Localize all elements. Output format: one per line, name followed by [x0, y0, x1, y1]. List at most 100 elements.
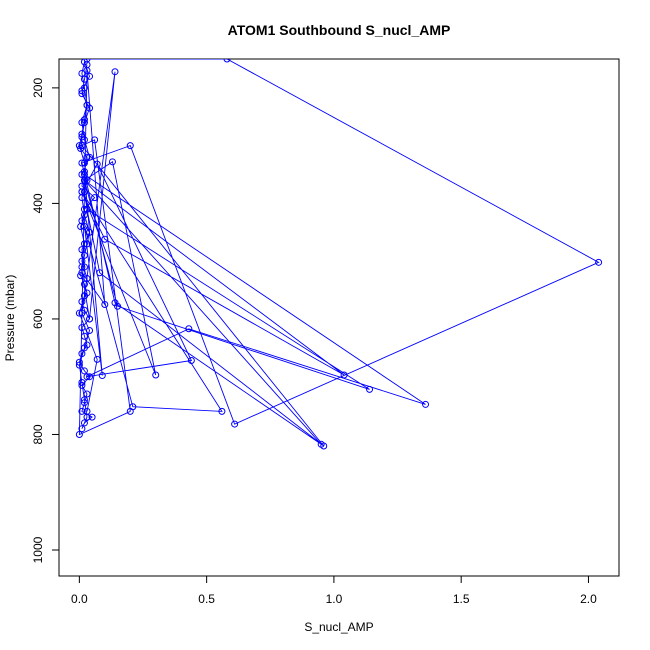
- data-point: [218, 407, 226, 415]
- data-point: [86, 72, 94, 80]
- data-point: [86, 153, 94, 161]
- data-point: [80, 223, 88, 231]
- data-point: [78, 246, 86, 254]
- data-point: [78, 159, 86, 167]
- data-point: [88, 413, 96, 421]
- data-point: [77, 223, 85, 231]
- data-point: [80, 119, 88, 127]
- data-point: [78, 90, 86, 98]
- data-point: [78, 425, 86, 433]
- data-point: [366, 385, 374, 393]
- data-point: [80, 159, 88, 167]
- data-point: [187, 357, 195, 365]
- data-point: [80, 332, 88, 340]
- data-point: [108, 158, 116, 166]
- x-axis: 0.0 0.5 1.0 1.5 2.0: [71, 575, 597, 606]
- data-point: [86, 373, 94, 381]
- data-point: [86, 315, 94, 323]
- data-point: [80, 176, 88, 184]
- y-tick-label: 400: [31, 193, 45, 213]
- y-tick-label: 200: [31, 78, 45, 98]
- data-point: [80, 280, 88, 288]
- data-point: [83, 67, 91, 75]
- data-point: [75, 430, 83, 438]
- data-point: [78, 350, 86, 358]
- data-point: [75, 309, 83, 317]
- y-tick-label: 800: [31, 424, 45, 444]
- y-tick-label: 1000: [31, 536, 45, 563]
- data-point: [101, 235, 109, 243]
- data-point: [83, 205, 91, 213]
- data-point: [98, 372, 106, 380]
- data-point: [75, 361, 83, 369]
- data-point: [86, 228, 94, 236]
- data-point: [78, 324, 86, 332]
- data-point: [320, 442, 328, 450]
- data-point: [78, 269, 86, 277]
- data-point: [93, 160, 101, 168]
- data-point: [83, 240, 91, 248]
- data-point: [80, 136, 88, 144]
- x-tick-label: 0.5: [198, 592, 215, 606]
- data-point: [83, 176, 91, 184]
- data-point: [91, 194, 99, 202]
- chart-title: ATOM1 Southbound S_nucl_AMP: [228, 22, 451, 38]
- data-point: [83, 153, 91, 161]
- x-tick-label: 0.0: [71, 592, 88, 606]
- data-point: [80, 75, 88, 83]
- data-point: [223, 59, 231, 63]
- data-point: [78, 142, 86, 150]
- data-point: [80, 367, 88, 375]
- data-point: [78, 407, 86, 415]
- data-point: [78, 378, 86, 386]
- data-point: [80, 292, 88, 300]
- data-point: [80, 344, 88, 352]
- data-point: [78, 188, 86, 196]
- series-line: [78, 59, 600, 447]
- data-point: [80, 116, 88, 124]
- data-point: [80, 399, 88, 407]
- data-point: [78, 171, 86, 179]
- data-point: [83, 390, 91, 398]
- data-point: [595, 258, 603, 266]
- data-point: [78, 309, 86, 317]
- data-point: [126, 407, 134, 415]
- data-point: [185, 325, 193, 333]
- data-point: [78, 298, 86, 306]
- data-point: [80, 188, 88, 196]
- data-point: [80, 211, 88, 219]
- data-point: [78, 257, 86, 265]
- x-tick-label: 1.0: [326, 592, 343, 606]
- data-point: [78, 381, 86, 389]
- data-point: [126, 142, 134, 150]
- x-axis-label: S_nucl_AMP: [304, 620, 373, 634]
- data-point: [75, 358, 83, 366]
- data-point: [101, 301, 109, 309]
- data-point: [80, 251, 88, 259]
- data-point: [91, 136, 99, 144]
- x-tick-label: 2.0: [580, 592, 597, 606]
- y-axis-label: Pressure (mbar): [3, 275, 17, 362]
- data-point: [111, 68, 119, 76]
- data-point: [83, 59, 91, 63]
- data-point: [340, 371, 348, 379]
- data-point: [83, 101, 91, 109]
- data-point: [80, 263, 88, 271]
- data-point: [231, 420, 239, 428]
- series-points: [75, 59, 603, 450]
- data-point: [78, 130, 86, 138]
- data-point: [96, 269, 104, 277]
- data-point: [80, 419, 88, 427]
- data-point: [83, 407, 91, 415]
- y-axis: 200 400 600 800 1000: [31, 78, 60, 563]
- data-point: [93, 355, 101, 363]
- data-point: [83, 373, 91, 381]
- data-point: [78, 69, 86, 77]
- data-point: [78, 87, 86, 95]
- data-point: [152, 371, 160, 379]
- y-tick-label: 600: [31, 309, 45, 329]
- x-tick-label: 1.5: [453, 592, 470, 606]
- data-point: [86, 326, 94, 334]
